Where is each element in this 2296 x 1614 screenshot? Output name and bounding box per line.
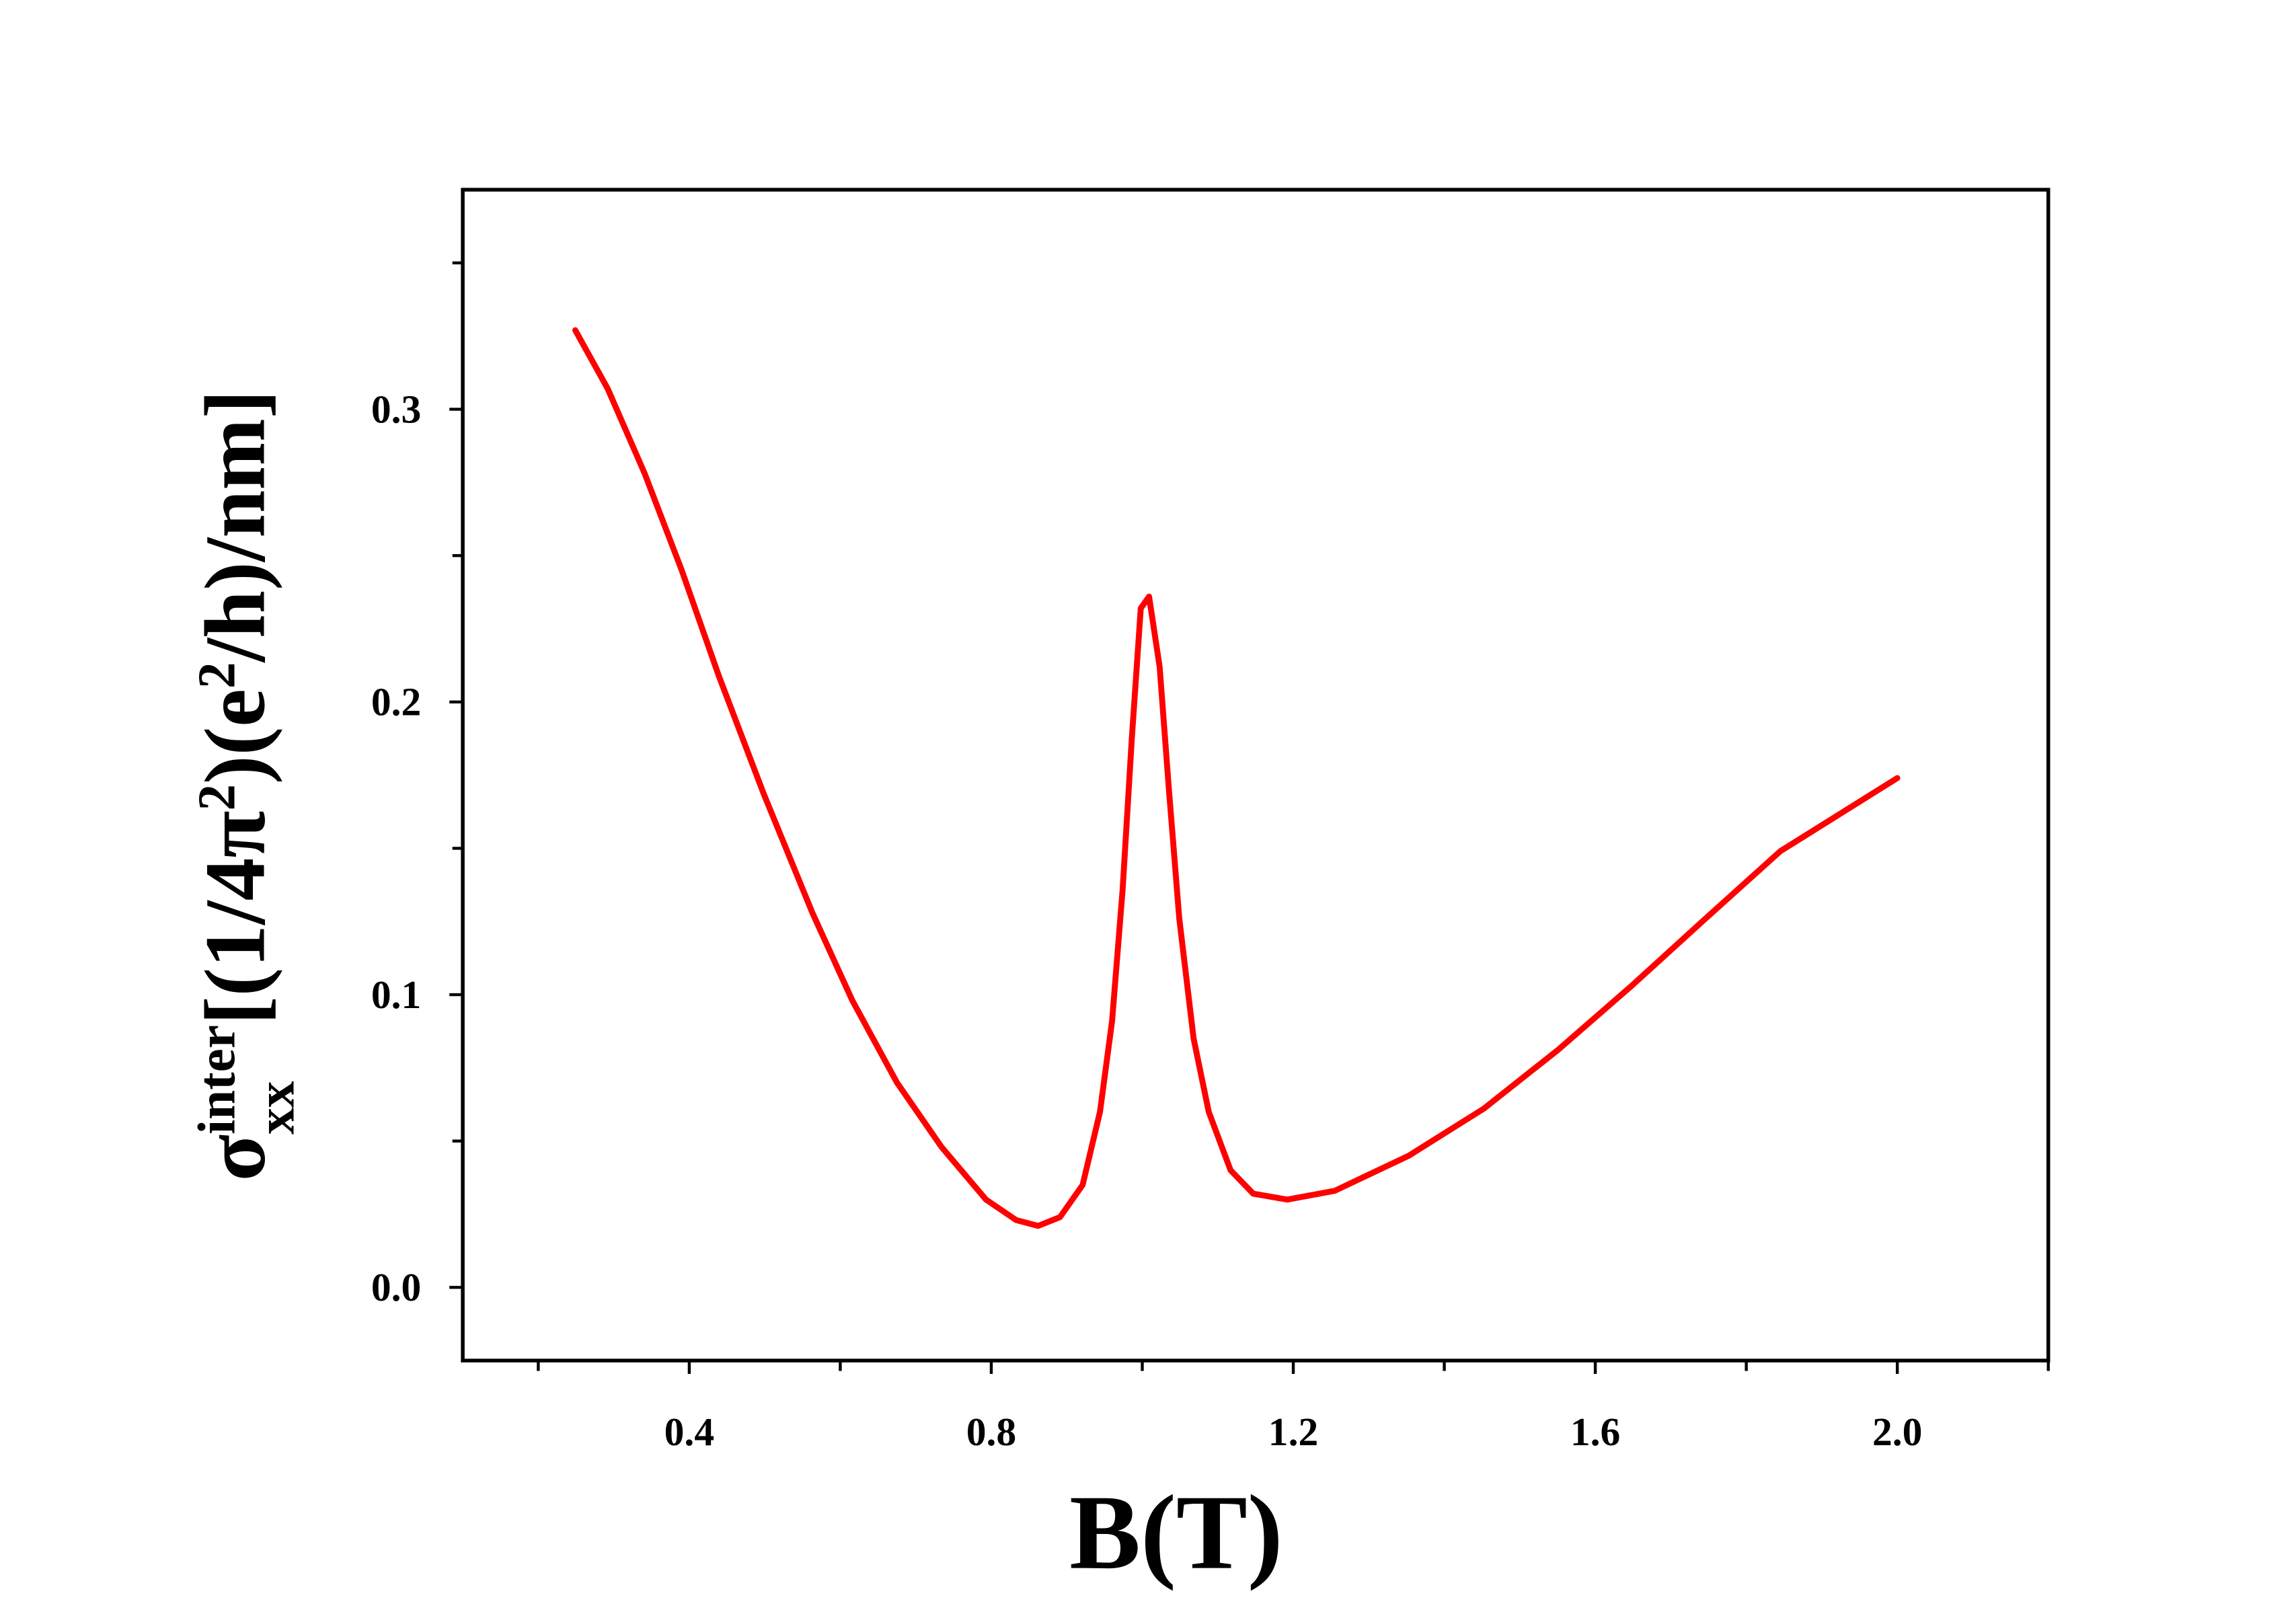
y-label-part: [(1/4π	[188, 811, 283, 1025]
y-tick-label: 0.0	[371, 1265, 421, 1309]
y-label-part: 2	[188, 662, 247, 689]
y-label-part: )(e	[188, 689, 283, 784]
y-axis-label: σinterxx[(1/4π2)(e2/h)/nm]	[188, 390, 306, 1182]
y-tick-label: 0.1	[371, 972, 421, 1017]
plot-frame	[461, 188, 2051, 1362]
y-tick-label: 0.2	[371, 680, 421, 724]
x-tick-label: 1.6	[1570, 1410, 1620, 1454]
y-label-part: /h)/nm]	[188, 390, 283, 664]
y-tick-label: 0.3	[371, 387, 421, 431]
y-label-part: σ	[188, 1135, 283, 1182]
x-tick-label: 2.0	[1872, 1410, 1922, 1454]
y-label-part: xx	[247, 1081, 306, 1135]
x-tick-label: 0.8	[966, 1410, 1016, 1454]
y-label-part: inter	[188, 1025, 247, 1135]
y-label-part: 2	[188, 784, 247, 811]
line-series	[572, 327, 1901, 1229]
x-tick-label: 1.2	[1268, 1410, 1318, 1454]
x-axis-label: B(T)	[1069, 1474, 1283, 1592]
x-tick-label: 0.4	[664, 1410, 714, 1454]
